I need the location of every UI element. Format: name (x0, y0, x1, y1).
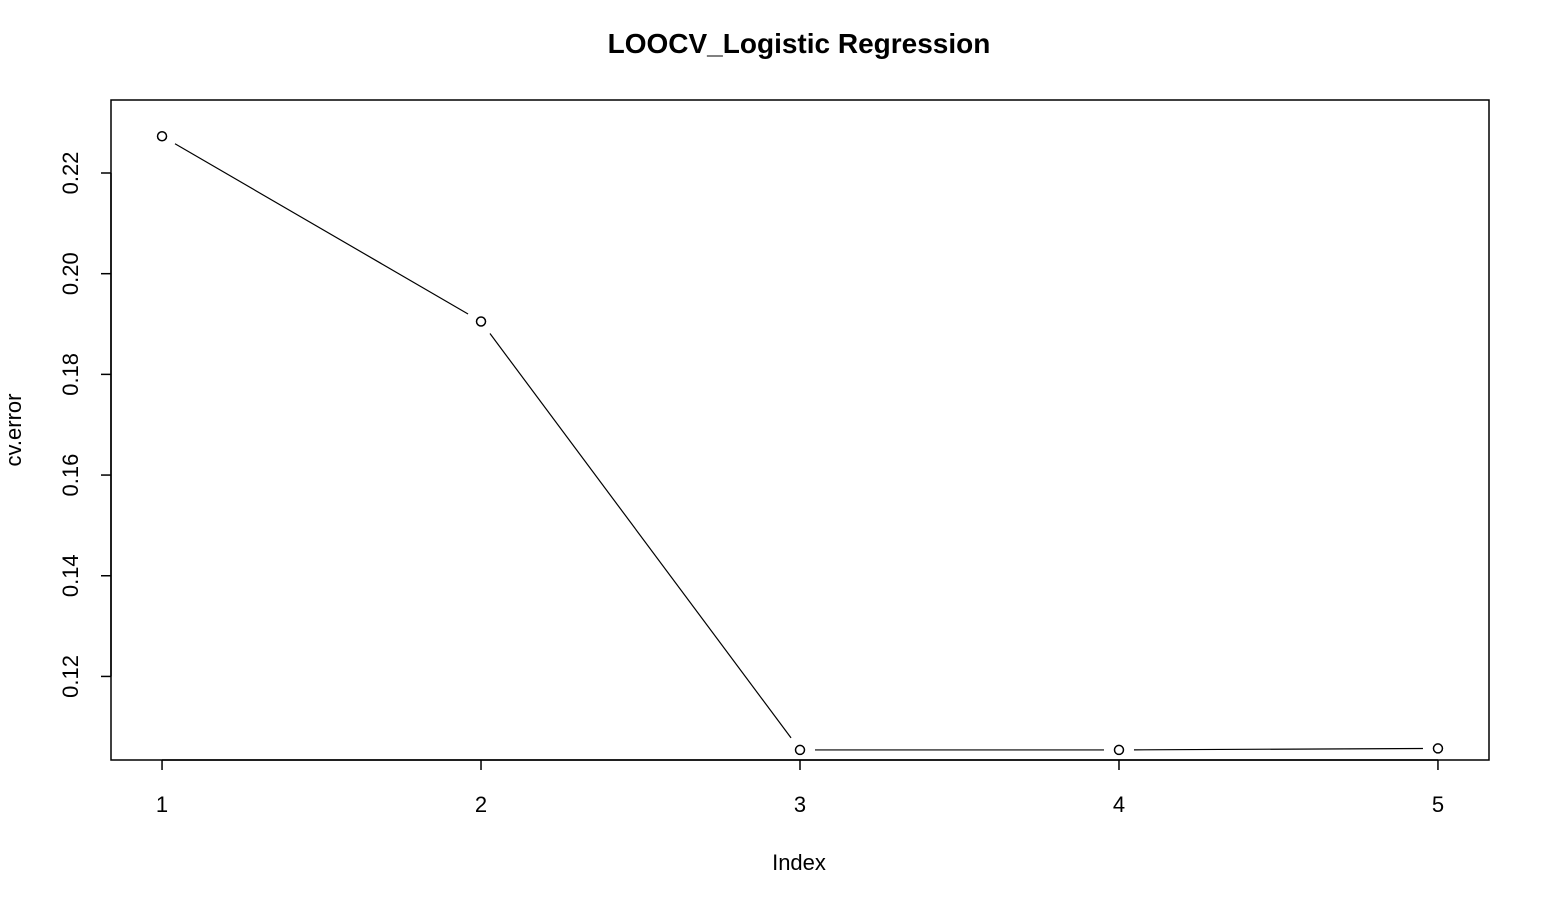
x-tick-label: 1 (156, 792, 168, 817)
data-point (475, 316, 487, 327)
x-axis: 1 2 3 4 5 (156, 759, 1444, 817)
y-tick-label: 0.14 (58, 554, 83, 597)
data-point (156, 130, 168, 142)
plot-frame (110, 99, 1490, 761)
y-tick-label: 0.12 (58, 655, 83, 698)
series-line-segment (1133, 747, 1423, 751)
y-tick-label: 0.18 (58, 353, 83, 396)
x-tick-label: 3 (794, 792, 806, 817)
y-tick-label: 0.22 (58, 152, 83, 195)
series-line-segment (489, 333, 792, 739)
x-tick-label: 2 (475, 792, 487, 817)
data-point (1113, 744, 1125, 756)
series-line-segment (174, 143, 469, 315)
x-tick-label: 4 (1113, 792, 1125, 817)
y-axis: 0.12 0.14 0.16 0.18 0.20 0.22 (58, 152, 112, 698)
y-tick-label: 0.20 (58, 252, 83, 295)
series-layer (156, 130, 1444, 756)
x-axis-label: Index (772, 850, 826, 875)
chart-title: LOOCV_Logistic Regression (608, 28, 991, 59)
y-tick-label: 0.16 (58, 454, 83, 497)
x-tick-label: 5 (1432, 792, 1444, 817)
data-point (794, 744, 806, 756)
y-axis-label: cv.error (1, 394, 26, 467)
data-point (1432, 743, 1444, 754)
